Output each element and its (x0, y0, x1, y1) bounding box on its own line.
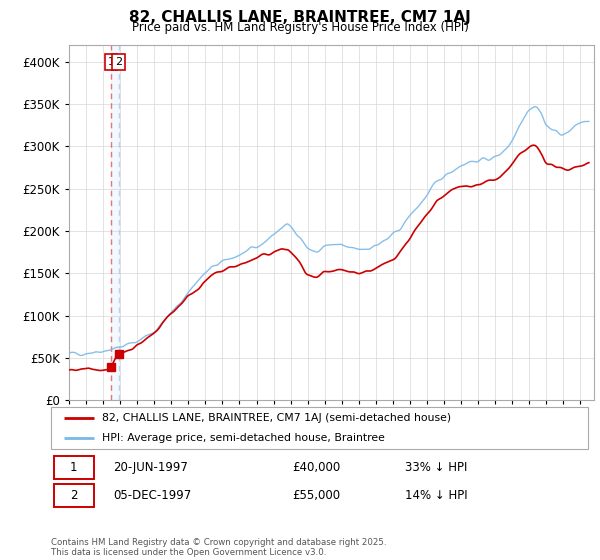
Text: 05-DEC-1997: 05-DEC-1997 (113, 489, 191, 502)
Text: 1: 1 (70, 461, 77, 474)
Bar (111, 45, 119, 400)
Text: £55,000: £55,000 (293, 489, 341, 502)
Text: Contains HM Land Registry data © Crown copyright and database right 2025.
This d: Contains HM Land Registry data © Crown c… (51, 538, 386, 557)
Bar (53, 484, 94, 507)
Text: 20-JUN-1997: 20-JUN-1997 (113, 461, 188, 474)
Text: 1: 1 (107, 57, 115, 67)
Text: 14% ↓ HPI: 14% ↓ HPI (406, 489, 468, 502)
Text: 2: 2 (70, 489, 77, 502)
Text: 82, CHALLIS LANE, BRAINTREE, CM7 1AJ (semi-detached house): 82, CHALLIS LANE, BRAINTREE, CM7 1AJ (se… (102, 413, 451, 423)
Text: £40,000: £40,000 (293, 461, 341, 474)
Bar (53, 456, 94, 479)
Text: Price paid vs. HM Land Registry's House Price Index (HPI): Price paid vs. HM Land Registry's House … (131, 21, 469, 34)
Text: 82, CHALLIS LANE, BRAINTREE, CM7 1AJ: 82, CHALLIS LANE, BRAINTREE, CM7 1AJ (129, 10, 471, 25)
Text: 2: 2 (115, 57, 122, 67)
Text: 33% ↓ HPI: 33% ↓ HPI (406, 461, 468, 474)
Text: HPI: Average price, semi-detached house, Braintree: HPI: Average price, semi-detached house,… (102, 433, 385, 442)
